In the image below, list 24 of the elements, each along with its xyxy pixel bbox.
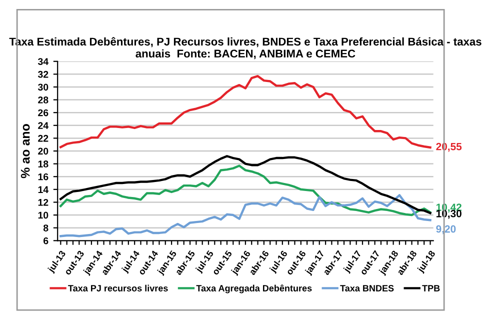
y-tick-label: 24 — [38, 122, 49, 129]
legend-label: Taxa BNDES — [340, 285, 394, 292]
y-tick-label: 8 — [43, 224, 48, 232]
y-tick-label: 6 — [44, 237, 48, 244]
y-tick-label: 28 — [38, 96, 48, 104]
y-tick-label: 30 — [38, 84, 48, 91]
legend-label: Taxa PJ recursos livres — [68, 284, 168, 292]
y-tick-label: 18 — [38, 160, 48, 168]
line-series — [60, 194, 432, 238]
y-tick-label: 26 — [38, 109, 48, 116]
y-tick-label: 16 — [38, 173, 48, 180]
y-tick-label: 12 — [38, 198, 48, 206]
y-tick-label: 20 — [38, 148, 48, 155]
y-tick-label: 34 — [38, 58, 49, 65]
y-tick-label: 22 — [38, 134, 48, 142]
y-tick-label: 32 — [38, 70, 48, 78]
y-tick-label: 10 — [38, 212, 48, 219]
annotation: 20,55 — [436, 142, 462, 152]
line-series — [60, 74, 432, 149]
y-tick-label: 14 — [38, 186, 49, 193]
y-axis-title: % ao ano — [20, 124, 30, 178]
legend-label: TPB — [422, 285, 440, 292]
legend-label: Taxa Agregada Debêntures — [196, 284, 312, 294]
line-series — [60, 164, 432, 216]
